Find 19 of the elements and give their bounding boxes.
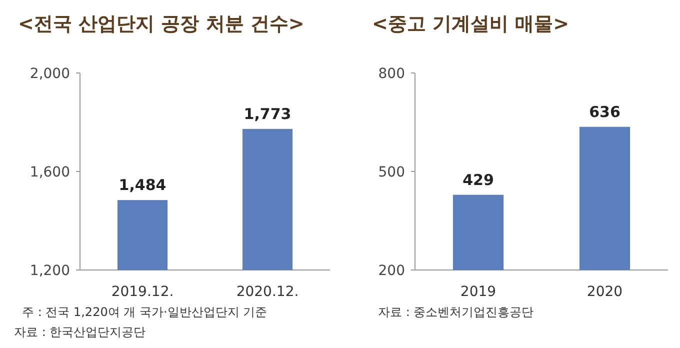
x-tick-label: 2020.12. bbox=[236, 284, 299, 300]
x-tick-label: 2020 bbox=[586, 284, 623, 300]
x-tick-label: 2019.12. bbox=[111, 284, 174, 300]
y-tick-label: 200 bbox=[378, 263, 405, 279]
text: 자료 : 중소벤처기업진흥공단 bbox=[378, 305, 534, 319]
data-label: 1,773 bbox=[244, 104, 292, 123]
data-label: 429 bbox=[462, 170, 494, 189]
y-tick-label: 1,200 bbox=[30, 263, 70, 279]
chart-title: <전국 산업단지 공장 처분 건수> bbox=[18, 13, 304, 35]
x-tick-label: 2019 bbox=[460, 284, 496, 300]
y-tick-label: 1,600 bbox=[30, 164, 70, 180]
text: 자료 : 한국산업단지공단 bbox=[14, 325, 146, 339]
text: 주 : 전국 1,220여 개 국가·일반산업단지 기준 bbox=[22, 305, 268, 319]
chart-title: <중고 기계설비 매물> bbox=[372, 13, 570, 35]
data-label: 1,484 bbox=[118, 176, 166, 194]
y-tick-label: 800 bbox=[378, 66, 405, 82]
y-tick-label: 500 bbox=[378, 164, 405, 180]
data-label: 636 bbox=[589, 102, 620, 121]
y-tick-label: 2,000 bbox=[30, 66, 70, 82]
